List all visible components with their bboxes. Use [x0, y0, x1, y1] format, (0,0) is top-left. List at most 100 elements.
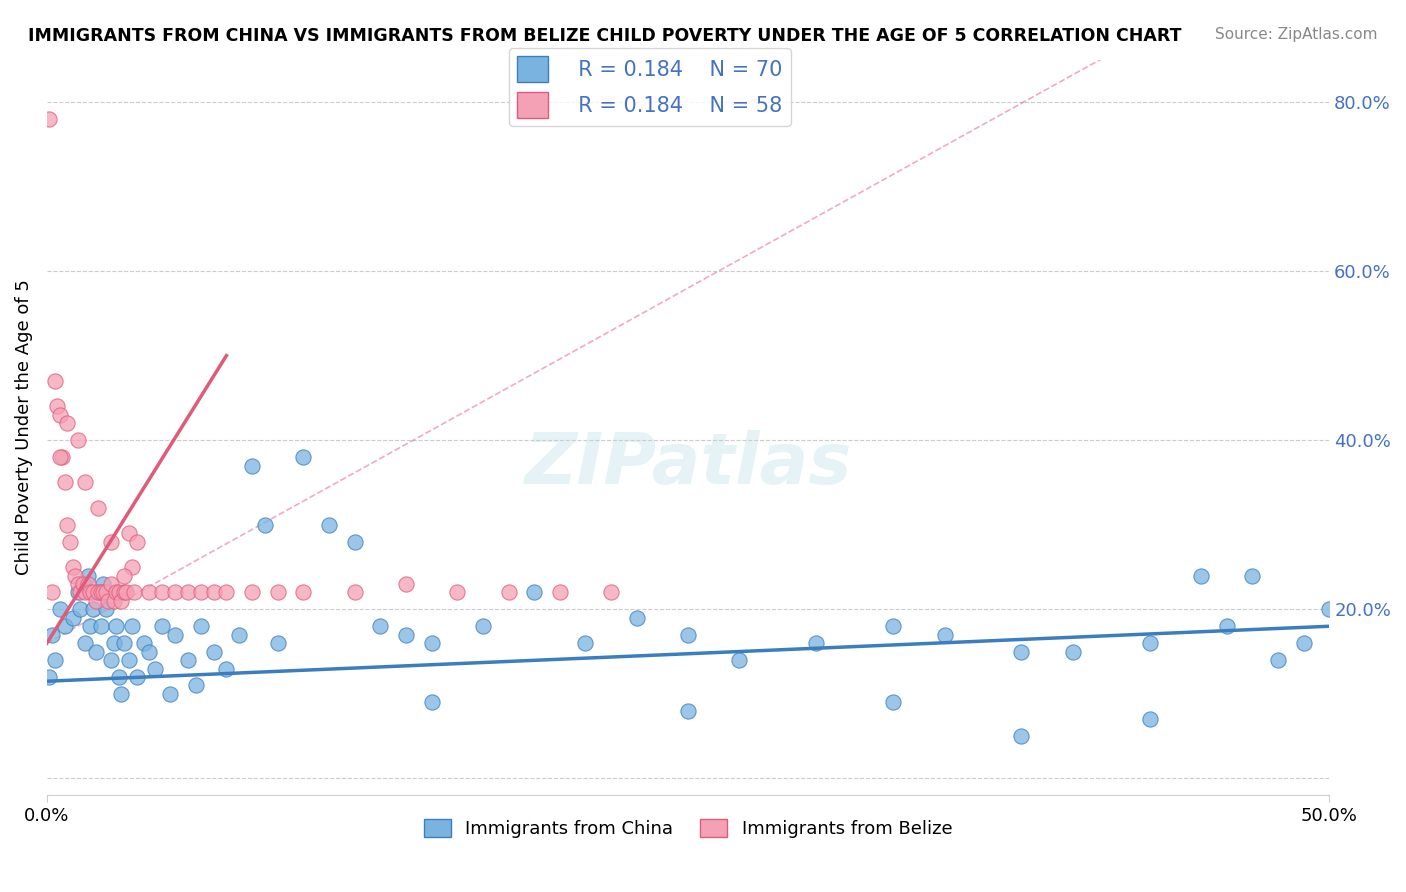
Point — [48, 602, 70, 616]
Point — [253, 517, 276, 532]
Point — [1241, 568, 1264, 582]
Point — [806, 636, 828, 650]
Point — [66, 577, 89, 591]
Point — [600, 585, 623, 599]
Point — [115, 585, 138, 599]
Point — [82, 602, 104, 616]
Point — [471, 619, 494, 633]
Point — [292, 585, 315, 599]
Point — [215, 585, 238, 599]
Point — [69, 602, 91, 616]
Point — [63, 568, 86, 582]
Point — [150, 585, 173, 599]
Point — [240, 585, 263, 599]
Point — [112, 585, 135, 599]
Point — [934, 628, 956, 642]
Point — [676, 704, 699, 718]
Point — [90, 619, 112, 633]
Point — [1215, 619, 1237, 633]
Point — [882, 695, 904, 709]
Point — [267, 585, 290, 599]
Point — [228, 628, 250, 642]
Y-axis label: Child Poverty Under the Age of 5: Child Poverty Under the Age of 5 — [15, 279, 32, 575]
Point — [125, 670, 148, 684]
Point — [44, 653, 66, 667]
Point — [159, 687, 181, 701]
Point — [118, 653, 141, 667]
Point — [105, 619, 128, 633]
Point — [110, 687, 132, 701]
Point — [77, 577, 100, 591]
Point — [100, 653, 122, 667]
Point — [318, 517, 340, 532]
Point — [100, 534, 122, 549]
Point — [75, 475, 97, 490]
Point — [138, 645, 160, 659]
Point — [267, 636, 290, 650]
Point — [62, 611, 84, 625]
Point — [87, 585, 110, 599]
Point — [138, 585, 160, 599]
Point — [143, 661, 166, 675]
Point — [53, 475, 76, 490]
Point — [87, 500, 110, 515]
Point — [215, 661, 238, 675]
Point — [97, 594, 120, 608]
Point — [368, 619, 391, 633]
Point — [53, 619, 76, 633]
Point — [84, 594, 107, 608]
Point — [112, 568, 135, 582]
Point — [84, 645, 107, 659]
Point — [75, 585, 97, 599]
Point — [66, 433, 89, 447]
Point — [498, 585, 520, 599]
Point — [59, 534, 82, 549]
Point — [48, 450, 70, 464]
Point — [177, 585, 200, 599]
Point — [184, 678, 207, 692]
Point — [91, 577, 114, 591]
Point — [79, 619, 101, 633]
Point — [1292, 636, 1315, 650]
Point — [523, 585, 546, 599]
Text: Source: ZipAtlas.com: Source: ZipAtlas.com — [1215, 27, 1378, 42]
Point — [395, 628, 418, 642]
Point — [1267, 653, 1289, 667]
Point — [292, 450, 315, 464]
Text: IMMIGRANTS FROM CHINA VS IMMIGRANTS FROM BELIZE CHILD POVERTY UNDER THE AGE OF 5: IMMIGRANTS FROM CHINA VS IMMIGRANTS FROM… — [28, 27, 1181, 45]
Point — [72, 577, 94, 591]
Point — [103, 636, 125, 650]
Point — [395, 577, 418, 591]
Point — [69, 585, 91, 599]
Point — [38, 112, 60, 126]
Point — [548, 585, 571, 599]
Point — [177, 653, 200, 667]
Point — [41, 585, 63, 599]
Point — [121, 619, 143, 633]
Point — [1062, 645, 1084, 659]
Point — [103, 594, 125, 608]
Point — [91, 585, 114, 599]
Point — [728, 653, 751, 667]
Point — [1011, 729, 1033, 743]
Point — [420, 695, 443, 709]
Point — [38, 670, 60, 684]
Point — [79, 585, 101, 599]
Point — [134, 636, 156, 650]
Point — [87, 585, 110, 599]
Point — [56, 417, 79, 431]
Point — [343, 534, 366, 549]
Point — [165, 628, 187, 642]
Point — [105, 585, 128, 599]
Point — [44, 374, 66, 388]
Point — [676, 628, 699, 642]
Point — [574, 636, 596, 650]
Point — [75, 636, 97, 650]
Point — [41, 628, 63, 642]
Text: ZIPatlas: ZIPatlas — [524, 430, 852, 499]
Point — [446, 585, 468, 599]
Point — [420, 636, 443, 650]
Point — [202, 585, 225, 599]
Point — [94, 602, 117, 616]
Point — [882, 619, 904, 633]
